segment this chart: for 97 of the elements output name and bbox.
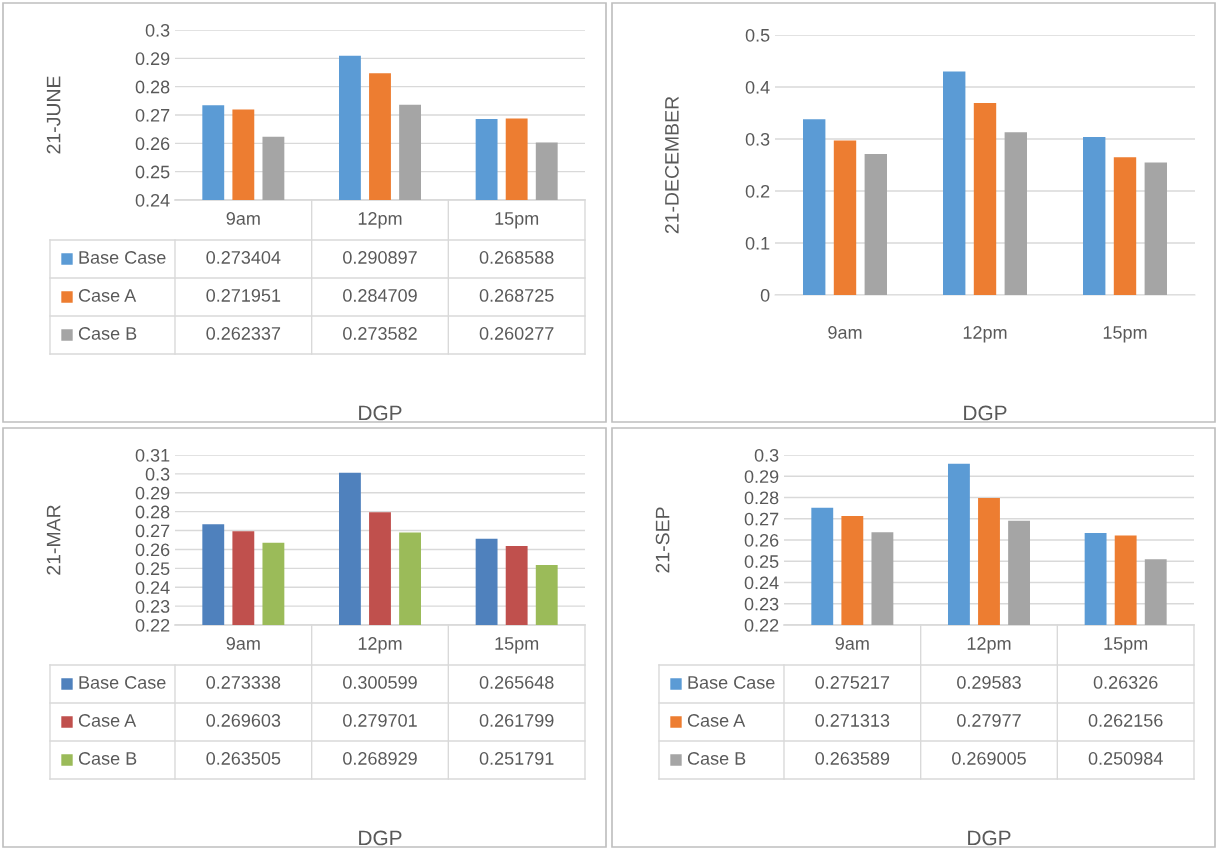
x-tick-label: 9am <box>226 637 260 650</box>
y-tick-label: 0.24 <box>744 576 779 590</box>
y-tick-label: 0.23 <box>135 600 170 613</box>
legend-label: Case A <box>78 714 137 727</box>
x-axis-title: DGP <box>964 405 1007 421</box>
y-tick-label: 0.29 <box>135 52 170 66</box>
y-axis-title: 21-JUNE <box>46 76 61 154</box>
y-tick-label: 0.24 <box>135 193 170 207</box>
data-label: 0.284709 <box>343 289 417 302</box>
y-tick-label: 0.22 <box>135 618 170 632</box>
y-tick-label: 0.25 <box>135 165 170 179</box>
bar <box>833 140 857 295</box>
x-tick-label: 9am <box>828 326 862 339</box>
data-label: 0.273404 <box>206 251 281 264</box>
x-tick-label: 15pm <box>495 637 539 654</box>
y-axis-title: 21-DECEMBER <box>664 96 679 234</box>
legend-label: Base Case <box>688 676 775 689</box>
y-tick-label: 0.27 <box>744 512 779 526</box>
legend-label: Case B <box>78 327 137 340</box>
data-label: 0.273582 <box>343 327 417 340</box>
data-label: 0.26326 <box>1093 676 1158 689</box>
data-label: 0.251791 <box>479 752 554 765</box>
data-label: 0.269005 <box>952 752 1026 765</box>
bar <box>1144 162 1167 295</box>
y-tick-label: 0.4 <box>745 80 770 94</box>
y-tick-label: 0.26 <box>135 543 170 557</box>
bar <box>1083 136 1106 295</box>
bar <box>1113 157 1137 295</box>
y-tick-label: 0 <box>760 288 770 302</box>
data-label: 0.265648 <box>479 676 554 689</box>
x-tick-label: 12pm <box>963 326 1007 343</box>
y-tick-label: 0.3 <box>745 132 770 146</box>
y-tick-label: 0.1 <box>745 236 770 250</box>
y-tick-label: 0.25 <box>135 562 170 576</box>
y-tick-label: 0.3 <box>145 467 170 481</box>
y-tick-label: 0.25 <box>744 555 779 568</box>
data-label: 0.300599 <box>343 676 417 689</box>
bar <box>973 103 997 295</box>
x-tick-label: 9am <box>226 212 260 225</box>
y-tick-label: 0.2 <box>745 184 770 198</box>
y-tick-label: 0.31 <box>135 448 170 462</box>
data-label: 0.27977 <box>957 714 1021 727</box>
legend-label: Case A <box>687 714 746 727</box>
y-tick-label: 0.24 <box>135 581 170 594</box>
data-label: 0.275217 <box>815 676 890 689</box>
x-tick-label: 12pm <box>358 212 402 229</box>
y-tick-label: 0.29 <box>744 470 779 483</box>
data-label: 0.271951 <box>206 289 281 302</box>
bar <box>864 154 887 295</box>
y-tick-label: 0.22 <box>744 618 779 632</box>
x-tick-label: 15pm <box>495 212 539 229</box>
data-label: 0.279701 <box>343 714 417 727</box>
x-tick-label: 12pm <box>358 637 402 654</box>
y-tick-label: 0.26 <box>744 533 779 547</box>
data-label: 0.263589 <box>815 752 890 765</box>
x-tick-label: 15pm <box>1103 326 1147 343</box>
data-label: 0.269603 <box>206 714 281 727</box>
legend-label: Case B <box>78 752 137 765</box>
legend-label: Base Case <box>79 251 166 264</box>
data-label: 0.262337 <box>206 327 281 340</box>
y-tick-label: 0.27 <box>135 524 170 538</box>
legend-label: Base Case <box>79 676 166 689</box>
y-tick-label: 0.5 <box>745 28 770 42</box>
bar <box>943 71 966 295</box>
data-label: 0.263505 <box>206 752 281 765</box>
data-label: 0.271313 <box>815 714 890 727</box>
data-label: 0.290897 <box>343 251 417 264</box>
data-label: 0.260277 <box>479 327 554 340</box>
y-tick-label: 0.27 <box>135 108 170 122</box>
y-tick-label: 0.3 <box>754 448 779 462</box>
x-axis-title: DGP <box>968 830 1011 846</box>
x-tick-label: 15pm <box>1104 637 1148 654</box>
y-axis-title: 21-SEP <box>655 507 670 573</box>
data-label: 0.273338 <box>206 676 281 689</box>
data-label: 0.250984 <box>1088 752 1163 765</box>
legend-label: Case B <box>687 752 746 765</box>
legend-label: Case A <box>78 289 137 302</box>
y-tick-label: 0.28 <box>135 505 170 519</box>
data-label: 0.268588 <box>479 251 554 264</box>
y-tick-label: 0.3 <box>145 23 170 37</box>
y-tick-label: 0.28 <box>135 80 170 94</box>
data-label: 0.29583 <box>957 676 1021 689</box>
y-tick-label: 0.23 <box>744 597 779 611</box>
x-axis-title: DGP <box>359 405 402 421</box>
y-tick-label: 0.26 <box>135 137 170 151</box>
x-tick-label: 12pm <box>967 637 1011 654</box>
data-label: 0.261799 <box>479 714 554 727</box>
data-label: 0.262156 <box>1088 714 1163 727</box>
y-tick-label: 0.28 <box>744 491 779 505</box>
x-tick-label: 9am <box>835 637 869 650</box>
bar <box>1004 132 1027 295</box>
y-tick-label: 0.29 <box>135 486 170 500</box>
bar <box>803 119 826 295</box>
data-label: 0.268725 <box>479 289 554 302</box>
data-label: 0.268929 <box>343 752 417 765</box>
y-axis-title: 21-MAR <box>46 505 61 575</box>
x-axis-title: DGP <box>359 830 402 846</box>
